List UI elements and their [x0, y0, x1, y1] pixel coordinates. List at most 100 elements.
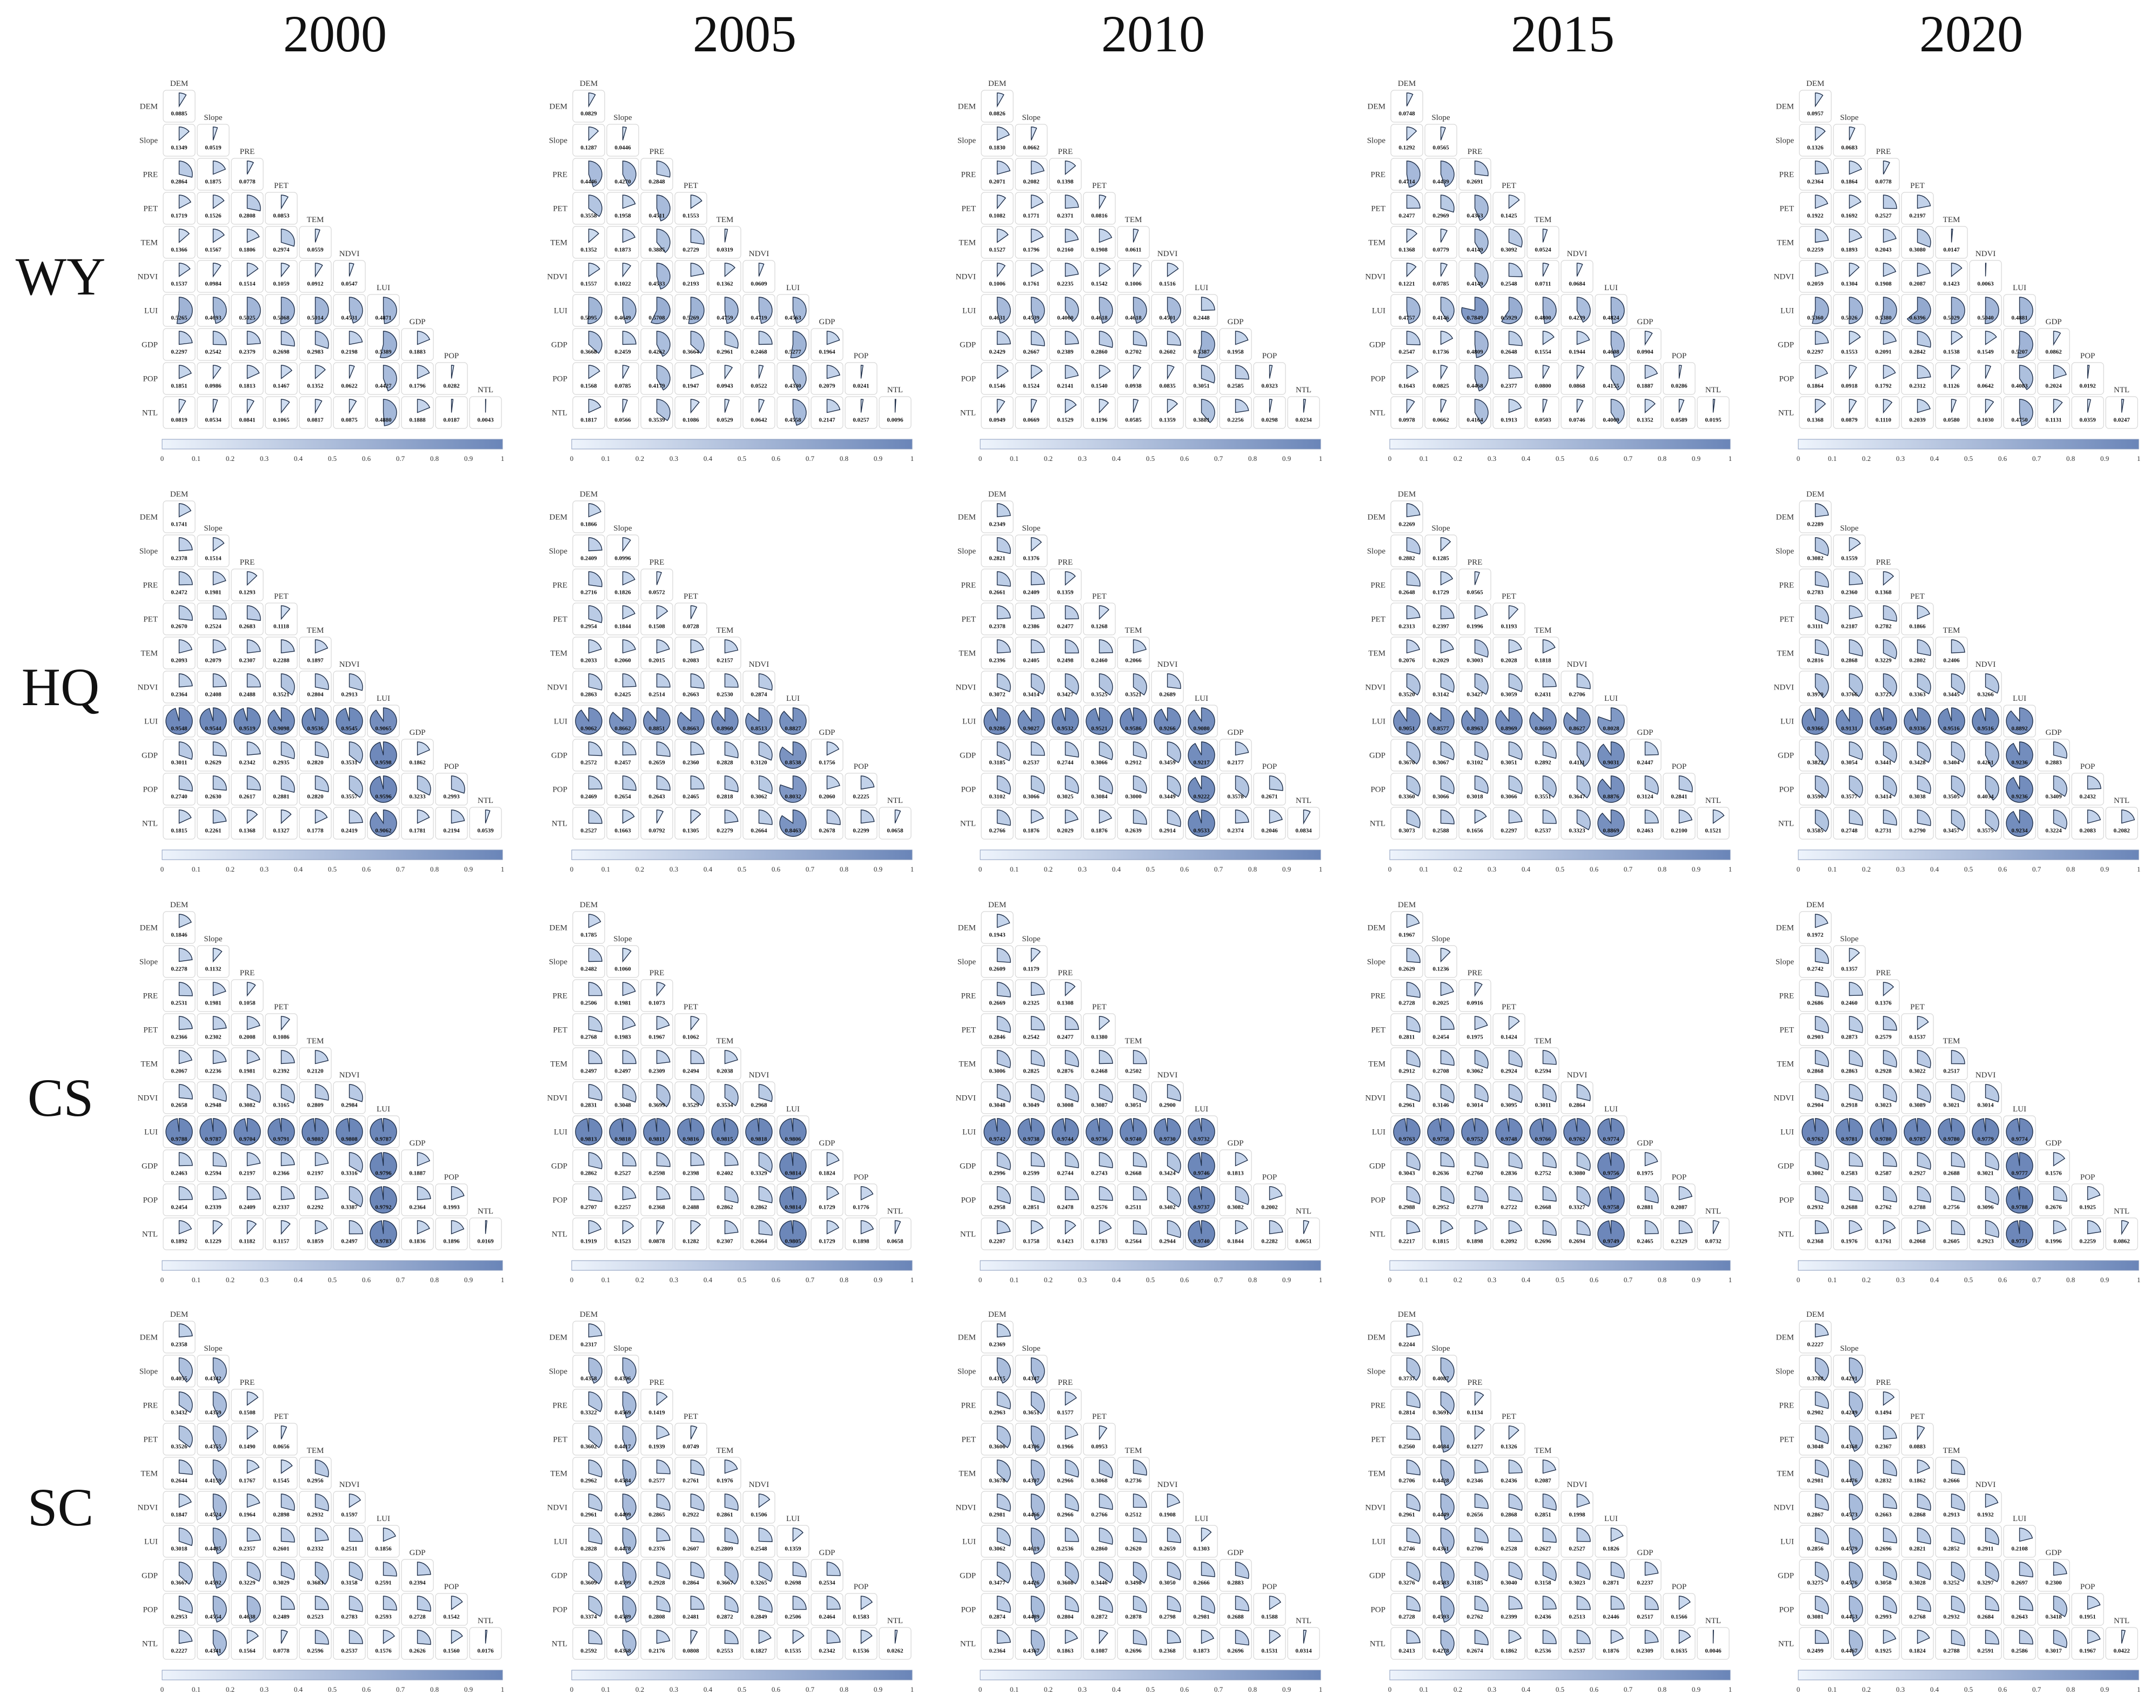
value-label: 0.8032 [785, 794, 801, 800]
cell-GDP-DEM: 0.3002 [1799, 1149, 1832, 1182]
value-label: 0.2996 [989, 1170, 1006, 1177]
cell-PRE-DEM: 0.2728 [1390, 979, 1423, 1012]
value-wedge [1474, 1459, 1489, 1474]
cell-GDP-PRE: 0.2598 [640, 1149, 673, 1182]
cell-frame [845, 773, 878, 806]
cell-frame [1901, 260, 1934, 293]
value-wedge [894, 399, 896, 413]
value-wedge [1814, 639, 1829, 657]
colorbar-tick: 0.2 [1454, 1685, 1462, 1693]
cell-frame [1424, 158, 1457, 191]
cell-frame [1151, 294, 1184, 327]
value-wedge [622, 331, 637, 345]
cell-POP-LUI: 0.9792 [367, 1183, 400, 1216]
colorbar-tick: 0.3 [1896, 1276, 1905, 1284]
value-label: 0.2620 [1125, 1546, 1142, 1552]
row-label-DEM: DEM [1776, 924, 1794, 933]
row-label-NTL: NTL [960, 409, 976, 418]
cell-POP-LUI: 0.4155 [1595, 362, 1628, 395]
diag-label-DEM: DEM [170, 490, 188, 499]
row-label-POP: POP [552, 375, 567, 384]
cell-PET-Slope: 0.1692 [1833, 192, 1866, 225]
cell-frame [1799, 328, 1832, 361]
value-label: 0.9736 [1091, 1136, 1108, 1143]
cell-TEM-PET: 0.2028 [1492, 637, 1525, 669]
cell-GDP-TEM: 0.2688 [1935, 1149, 1968, 1182]
cell-NTL-TEM: 0.0817 [299, 396, 332, 429]
cell-frame [401, 739, 434, 772]
value-label: 0.1635 [1671, 1648, 1688, 1655]
cell-PET-Slope: 0.2524 [197, 602, 230, 635]
diag-label-LUI: LUI [1195, 1105, 1208, 1114]
value-label: 0.2227 [171, 1648, 188, 1655]
value-wedge [1167, 1528, 1181, 1543]
value-label: 0.1897 [307, 658, 324, 664]
row-label-PET: PET [961, 1436, 976, 1444]
cell-NTL-GDP: 0.1729 [811, 1217, 843, 1250]
diag-label-NDVI: NDVI [339, 1481, 360, 1489]
cell-NTL-NTL: 0.0234 [1287, 396, 1320, 429]
cell-PRE-Slope: 0.1875 [197, 158, 230, 191]
value-label: 0.1327 [273, 828, 290, 834]
diag-label-POP: POP [1672, 1583, 1687, 1591]
cell-frame [981, 500, 1014, 533]
cell-frame [469, 396, 502, 429]
value-wedge [1576, 1596, 1591, 1610]
value-wedge [724, 1050, 738, 1064]
colorbar-tick: 0.2 [635, 865, 644, 873]
cell-frame [367, 328, 400, 361]
diag-label-PRE: PRE [1468, 1378, 1483, 1387]
cell-GDP-NDVI: 0.3023 [1561, 1559, 1593, 1592]
diag-label-NDVI: NDVI [749, 660, 769, 669]
cell-GDP-Slope: 0.2636 [1424, 1149, 1457, 1182]
cell-POP-Slope: 0.2851 [1015, 1183, 1048, 1216]
colorbar-tick: 0.5 [1964, 1276, 1973, 1284]
cell-TEM-Slope: 0.1893 [1833, 226, 1866, 259]
value-label: 0.2157 [717, 658, 733, 664]
cell-POP-DEM: 0.1643 [1390, 362, 1423, 395]
cell-frame [1799, 396, 1832, 429]
diag-label-GDP: GDP [819, 1139, 835, 1148]
colorbar-tick: 0.9 [874, 865, 882, 873]
value-label: 0.2039 [1909, 417, 1926, 424]
value-wedge [656, 1528, 671, 1542]
value-wedge [178, 1596, 193, 1614]
value-wedge [588, 639, 602, 654]
value-label: 0.2861 [717, 1512, 733, 1518]
cell-NTL-Slope: 0.0669 [1015, 396, 1048, 429]
value-label: 0.1425 [1501, 213, 1517, 219]
year-title-2000: 2000 [283, 5, 387, 63]
value-label: 0.5380 [1875, 315, 1892, 321]
cell-NDVI-DEM: 0.2867 [1799, 1491, 1832, 1524]
value-wedge [1099, 1084, 1113, 1103]
value-wedge [1814, 503, 1829, 518]
value-label: 0.9787 [205, 1136, 222, 1143]
cell-GDP-Slope: 0.4426 [1015, 1559, 1048, 1592]
colorbar-tick: 0.2 [1044, 865, 1053, 873]
cell-frame [708, 396, 741, 429]
value-wedge [1644, 775, 1659, 795]
diag-label-TEM: TEM [1535, 626, 1552, 635]
value-wedge [1883, 365, 1896, 379]
cell-frame [674, 807, 707, 840]
value-label: 0.9065 [375, 726, 392, 732]
cell-frame [708, 362, 741, 395]
value-wedge [280, 1152, 295, 1167]
cell-frame [1663, 362, 1696, 395]
value-wedge [212, 160, 226, 175]
cell-frame [572, 328, 605, 361]
cell-POP-PET: 0.2481 [674, 1593, 707, 1626]
value-label: 0.1719 [171, 213, 188, 219]
value-label: 0.4533 [648, 281, 665, 287]
value-label: 0.2454 [171, 1204, 188, 1211]
value-label: 0.2060 [819, 794, 835, 800]
value-label: 0.2664 [751, 1238, 767, 1245]
cell-GDP-LUI: 0.2698 [776, 1559, 809, 1592]
cell-frame [1219, 362, 1252, 395]
value-wedge [280, 365, 292, 379]
colorbar-tick: 0.3 [260, 1276, 269, 1284]
value-label: 0.2842 [1909, 349, 1926, 356]
value-label: 0.0878 [648, 1238, 665, 1245]
cell-LUI-PRE: 0.2696 [1867, 1525, 1900, 1558]
